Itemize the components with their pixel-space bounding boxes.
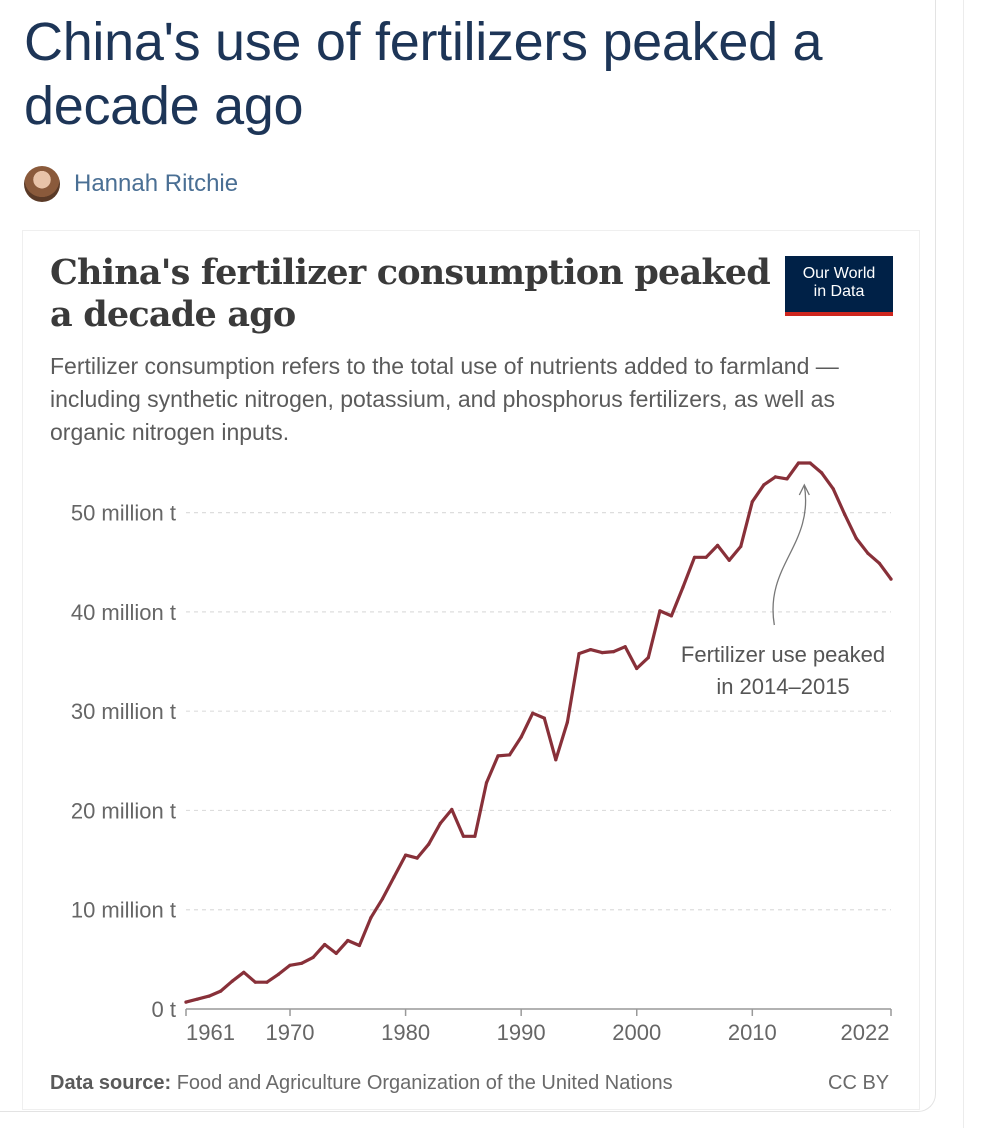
x-tick-label: 2000 [612,1020,661,1045]
x-tick-label: 2022 [841,1020,890,1045]
data-point [877,561,882,565]
data-point [808,461,812,465]
data-point [508,753,512,757]
article-card [0,0,936,1112]
data-point [565,720,570,724]
data-point [415,856,419,860]
x-tick-label: 1990 [497,1020,546,1045]
data-point [704,555,708,559]
y-tick-label: 0 t [152,997,176,1022]
data-point [820,471,824,475]
data-point [323,942,327,947]
data-point [357,943,361,948]
data-point [427,842,431,846]
data-point [300,961,304,965]
data-point [866,551,870,555]
data-point [727,558,731,562]
owid-logo[interactable]: Our World in Data [785,256,893,316]
series-line-china [184,461,893,1004]
data-point [831,487,835,491]
owid-logo-line1: Our World [802,265,876,282]
annotation-arrow [772,484,807,626]
data-point [692,555,697,559]
annotation-text: Fertilizer use peaked [681,642,885,667]
data-source: Data source: Food and Agriculture Organi… [50,1072,673,1095]
data-point [669,614,674,618]
data-point [253,980,257,984]
data-point [681,585,685,589]
y-tick-label: 40 million t [71,600,176,625]
data-point [623,645,627,649]
data-point [588,648,593,652]
data-point [796,461,801,465]
scroll-divider [963,0,964,1128]
annotation-text: in 2014–2015 [716,674,849,699]
data-point [646,656,650,660]
chart-frame [22,230,920,1110]
data-point [392,875,396,879]
author-name[interactable]: Hannah Ritchie [74,170,239,197]
data-point [716,543,720,548]
y-tick-label: 30 million t [71,699,176,724]
data-point [461,834,465,838]
data-point [612,650,616,654]
x-tick-label: 1980 [381,1020,430,1045]
data-point [750,500,754,504]
data-point [484,781,489,785]
data-point [207,994,211,998]
data-point [473,834,477,838]
data-point [658,609,662,613]
data-source-label: Data source: [50,1072,172,1094]
data-point [785,477,789,481]
data-point [577,652,581,656]
data-point [496,754,500,758]
data-point [635,666,639,671]
data-point [311,955,315,960]
data-point [380,897,385,901]
data-point [519,735,523,739]
data-point [404,853,408,857]
data-point [450,807,454,812]
data-point [542,716,546,720]
author-byline[interactable]: Hannah Ritchie [24,166,238,202]
data-point [739,544,743,549]
data-point [184,1000,188,1004]
owid-logo-line2: in Data [813,283,865,300]
data-point [369,916,373,920]
data-point [346,938,350,943]
data-point [600,651,604,655]
data-point [230,979,234,983]
avatar[interactable] [24,166,60,202]
data-point [276,972,281,976]
data-point [219,989,223,993]
data-source-text: Food and Agriculture Organization of the… [176,1072,673,1094]
data-point [288,963,292,967]
x-tick-label: 2010 [728,1020,777,1045]
y-tick-label: 10 million t [71,898,176,923]
data-point [265,980,269,984]
chart-title: China's fertilizer consumption peaked a … [50,252,771,335]
data-point [531,711,535,715]
data-point [242,970,246,974]
x-tick-label: 1961 [186,1020,235,1045]
data-point [762,483,766,487]
license-link[interactable]: CC BY [828,1072,890,1094]
data-point [773,475,778,479]
x-tick-label: 1970 [266,1020,315,1045]
annotation-arrowhead [798,483,810,496]
data-point [334,951,338,956]
data-point [889,577,893,581]
data-point [854,536,858,541]
chart-subtitle: Fertilizer consumption refers to the tot… [50,353,839,445]
y-tick-label: 50 million t [71,501,176,526]
article-title: China's use of fertilizers peaked a deca… [24,12,823,136]
data-point [438,821,442,826]
data-point [554,758,558,762]
y-tick-label: 20 million t [71,798,176,823]
data-point [843,513,847,517]
data-point [196,997,200,1001]
